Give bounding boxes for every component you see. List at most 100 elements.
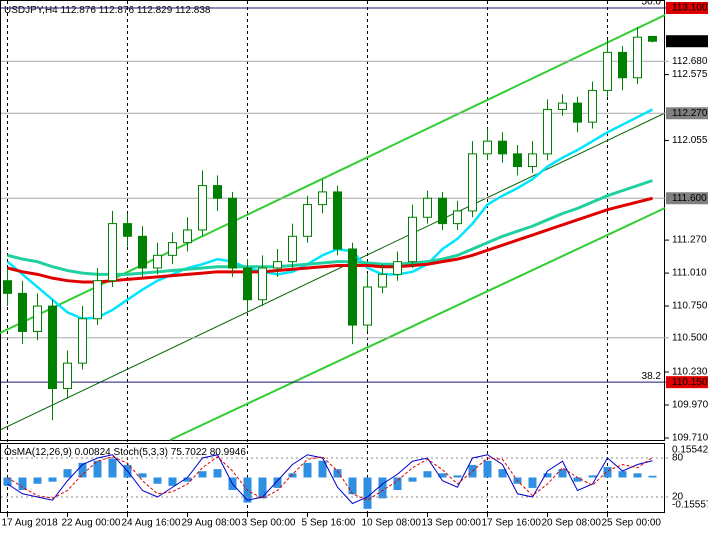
y-tick-label: 109.970 <box>672 400 708 411</box>
osma-bar <box>648 475 657 478</box>
candle-body <box>378 273 387 288</box>
candle-body <box>258 267 267 301</box>
candle-body <box>108 223 117 282</box>
x-tick-label: 5 Sep 16:00 <box>302 518 356 529</box>
level-label: 112.270 <box>672 108 708 119</box>
candle-body <box>228 197 237 269</box>
candle-body <box>573 102 582 123</box>
level-label: 111.600 <box>672 193 707 204</box>
x-tick-label: 13 Sep 00:00 <box>422 518 482 529</box>
candle-body <box>648 35 657 42</box>
osma-bar <box>378 477 387 499</box>
osma-bar <box>603 467 612 478</box>
candle-body <box>348 248 357 326</box>
osma-bar <box>483 460 492 478</box>
candle-body <box>63 362 72 390</box>
osma-bar <box>168 477 177 486</box>
chart-title: USDJPY,H4 112.876 112.876 112.829 112.83… <box>4 5 211 16</box>
osma-bar <box>78 462 87 478</box>
candle-body <box>288 235 297 263</box>
osma-last: 0.00824 <box>75 447 112 458</box>
main-panel <box>0 0 665 441</box>
candle-body <box>93 280 102 320</box>
fibo-label: 38.2 <box>642 371 662 382</box>
candle-body <box>363 286 372 326</box>
candle-body <box>273 261 282 269</box>
candle-body <box>78 318 87 364</box>
channel-middle <box>0 112 666 431</box>
candle-body <box>213 185 222 199</box>
y-tick-label: 112.055 <box>672 135 708 146</box>
candle-body <box>243 267 252 301</box>
osma-bar <box>438 473 447 478</box>
stoch-signal <box>7 456 653 501</box>
osma-bar <box>33 477 42 484</box>
osma-bar <box>633 473 642 478</box>
osma-bar <box>408 477 417 482</box>
osma-bar <box>348 477 357 495</box>
candle-body <box>123 223 132 237</box>
osma-bar <box>18 477 27 491</box>
candle-body <box>3 280 12 294</box>
last-low: 112.829 <box>137 5 173 16</box>
osma-bar <box>63 469 72 478</box>
x-tick-label: 24 Aug 16:00 <box>122 518 181 529</box>
candle-body <box>333 191 342 250</box>
y-tick-label: 112.575 <box>672 69 708 80</box>
stoch-signal-last: 80.9946 <box>210 447 247 458</box>
osma-bar <box>318 460 327 478</box>
x-tick-label: 17 Sep 16:00 <box>482 518 542 529</box>
osma-bar <box>153 477 162 484</box>
candle-body <box>453 210 462 225</box>
symbol: USDJPY,H4 <box>4 5 58 16</box>
osma-bar <box>183 477 192 482</box>
candle-body <box>168 242 177 256</box>
level-label: 110.150 <box>672 377 708 388</box>
osma-bar <box>573 477 582 482</box>
candle-body <box>393 261 402 275</box>
y-tick-label: 110.750 <box>672 301 708 312</box>
candle-body <box>558 102 567 110</box>
y-tick-label: 111.270 <box>672 235 707 246</box>
osma-limit-label: 0.15542 <box>672 445 708 456</box>
candle-body <box>633 36 642 79</box>
osma-bar <box>333 469 342 478</box>
candle-body <box>513 153 522 168</box>
osma-bar <box>453 475 462 478</box>
x-tick-label: 17 Aug 2018 <box>2 518 59 529</box>
candle-body <box>303 204 312 237</box>
osma-bar <box>543 473 552 478</box>
fibo-label: 50.0 <box>642 0 662 8</box>
osma-bar <box>138 473 147 478</box>
x-tick-label: 29 Aug 08:00 <box>182 518 241 529</box>
level-label-bg <box>666 107 708 120</box>
current-price-bg <box>666 35 708 48</box>
osma-limit-label: -0.15557 <box>672 500 708 511</box>
level-label-bg <box>666 1 708 14</box>
osma-bar <box>3 477 12 486</box>
stoch-level-label: 80 <box>672 453 684 464</box>
candle-body <box>543 108 552 155</box>
candle-body <box>408 216 417 263</box>
y-tick-label: 109.710 <box>672 433 708 444</box>
osma-bar <box>48 477 57 482</box>
osma-bar <box>588 475 597 478</box>
candle-body <box>588 89 597 123</box>
osma-bar <box>198 471 207 478</box>
osma-bar <box>303 462 312 478</box>
candle-body <box>48 305 57 390</box>
level-label: 110.500 <box>672 332 708 343</box>
candle-body <box>483 140 492 155</box>
candle-body <box>33 305 42 332</box>
osma-bar <box>423 471 432 478</box>
y-tick-label: 111.010 <box>672 268 707 279</box>
candle-body <box>198 185 207 231</box>
candle-body <box>318 191 327 206</box>
osma-bar <box>558 469 567 478</box>
candle-body <box>528 153 537 168</box>
level-label: 112.680 <box>672 56 708 67</box>
moving-average <box>6 108 654 321</box>
osma-bar <box>273 477 282 488</box>
stoch-main-last: 75.7022 <box>171 447 208 458</box>
